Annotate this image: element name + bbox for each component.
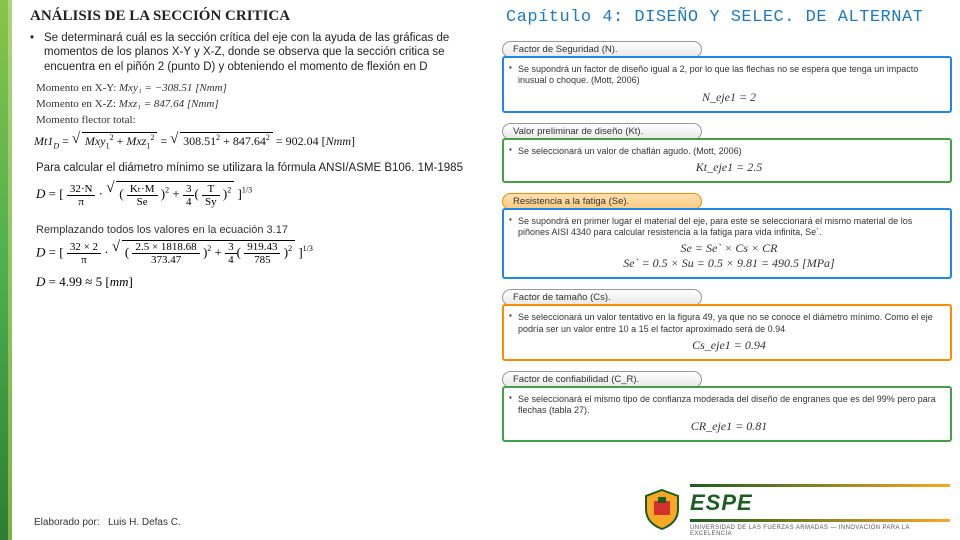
factor-equation: Se = Se` × Cs × CRSe` = 0.5 × Su = 0.5 ×… <box>518 241 940 271</box>
factor-equation: N_eje1 = 2 <box>518 90 940 105</box>
shield-icon <box>640 487 684 531</box>
logo-line-top <box>690 484 950 487</box>
moment-xy-label: Momento en X-Y: Mxy₁ = −308.51 [Nmm] <box>36 82 470 94</box>
section-title: ANÁLISIS DE LA SECCIÓN CRITICA <box>30 8 470 25</box>
logo-subtitle: UNIVERSIDAD DE LAS FUERZAS ARMADAS — INN… <box>690 525 950 537</box>
footer-credit: Elaborado por: Luis H. Defas C. <box>34 517 181 528</box>
intro-bullet: Se determinará cuál es la sección crític… <box>30 31 470 74</box>
left-column: ANÁLISIS DE LA SECCIÓN CRITICA Se determ… <box>30 8 470 298</box>
factor-equation: CR_eje1 = 0.81 <box>518 419 940 434</box>
factor-box: Valor preliminar de diseño (Kt).Se selec… <box>502 121 952 183</box>
espe-logo: ESPE UNIVERSIDAD DE LAS FUERZAS ARMADAS … <box>640 484 950 534</box>
right-column: Capítulo 4: DISEÑO Y SELEC. DE ALTERNAT … <box>490 0 960 450</box>
factor-header: Valor preliminar de diseño (Kt). <box>502 123 702 140</box>
diameter-result: D = 4.99 ≈ 5 [mm] <box>36 274 470 290</box>
accent-bar-1 <box>0 0 8 540</box>
diameter-formula-numeric: D = [ 32 × 2π · ( 2.5 × 1818.68373.47 )2… <box>36 240 470 266</box>
moment-total-equation: Mt1D = Mxy12 + Mxz12 = 308.512 + 847.642… <box>34 132 470 150</box>
factor-body: Se seleccionará el mismo tipo de confian… <box>502 386 952 443</box>
moment-total-label: Momento flector total: <box>36 114 470 126</box>
replace-text: Remplazando todos los valores en la ecua… <box>36 224 470 236</box>
logo-brand: ESPE <box>690 490 950 516</box>
chapter-title: Capítulo 4: DISEÑO Y SELEC. DE ALTERNAT <box>490 0 960 35</box>
factor-box: Factor de tamaño (Cs).Se seleccionará un… <box>502 287 952 361</box>
factor-body: Se supondrá en primer lugar el material … <box>502 208 952 280</box>
factor-box: Resistencia a la fatiga (Se).Se supondrá… <box>502 191 952 280</box>
factor-box: Factor de confiabilidad (C_R).Se selecci… <box>502 369 952 443</box>
logo-line-bottom <box>690 519 950 522</box>
factor-equation: Kt_eje1 = 2.5 <box>518 160 940 175</box>
diameter-formula: D = [ 32·Nπ · ( Kₜ·MSe )2 + 34( TSy )2 ]… <box>36 181 470 208</box>
factor-equation: Cs_eje1 = 0.94 <box>518 338 940 353</box>
factor-box: Factor de Seguridad (N).Se supondrá un f… <box>502 39 952 113</box>
moment-xz-label: Momento en X-Z: Mxz₁ = 847.64 [Nmm] <box>36 98 470 110</box>
factor-body: Se supondrá un factor de diseño igual a … <box>502 56 952 113</box>
factor-body: Se seleccionará un valor de chaflán agud… <box>502 138 952 183</box>
ansi-paragraph: Para calcular el diámetro mínimo se util… <box>36 161 470 176</box>
factor-body: Se seleccionará un valor tentativo en la… <box>502 304 952 361</box>
accent-bar-2 <box>8 0 12 540</box>
